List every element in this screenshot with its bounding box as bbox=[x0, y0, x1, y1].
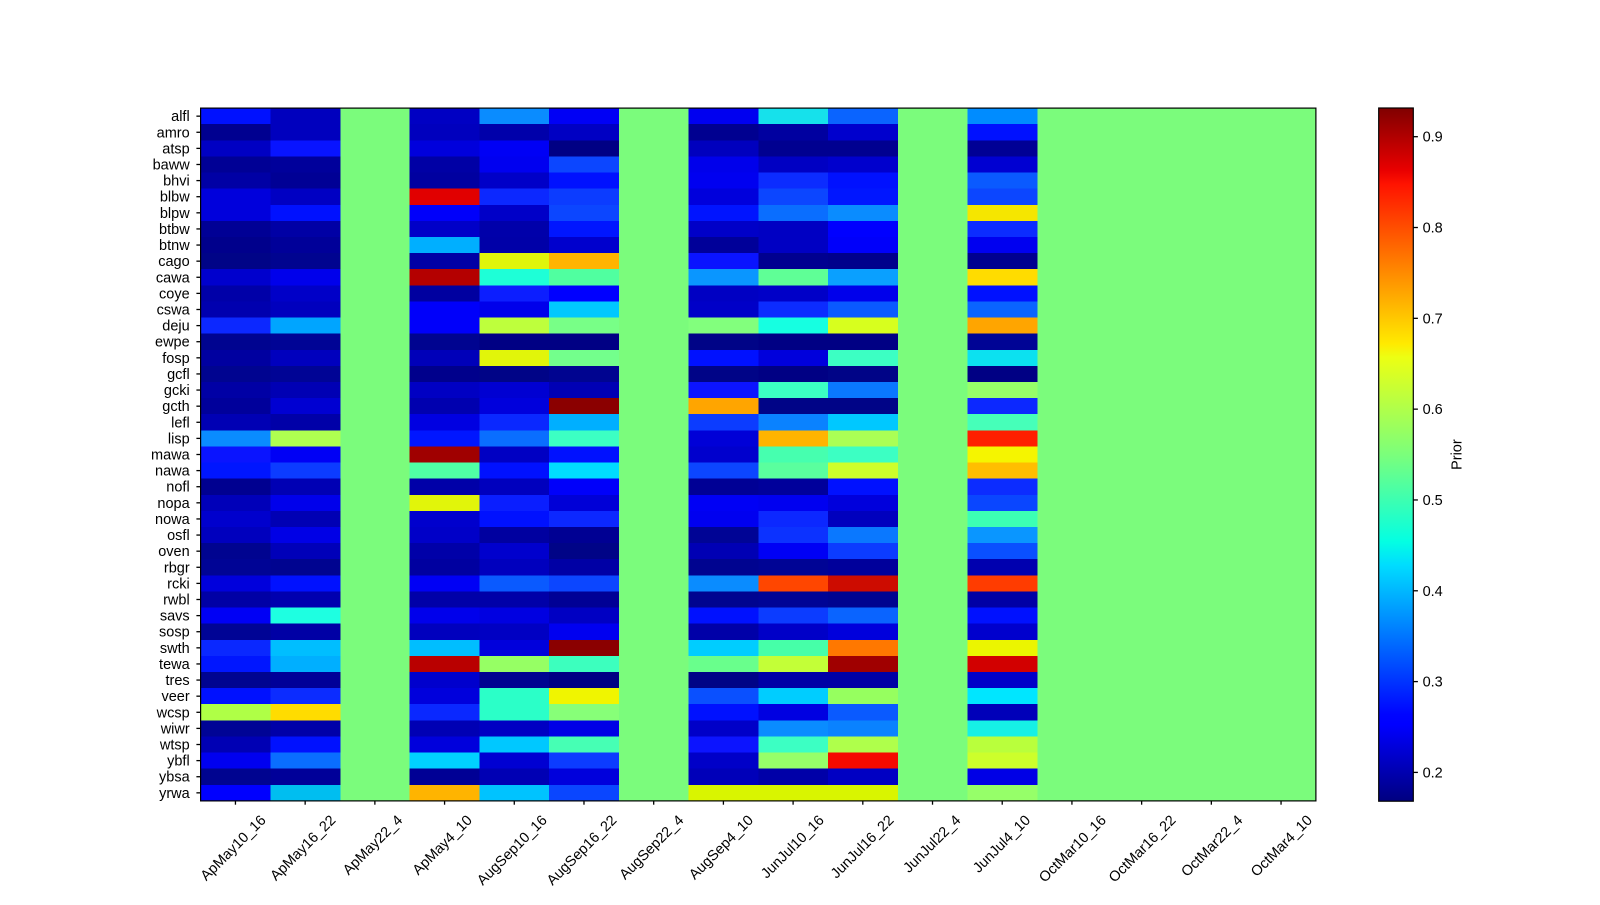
svg-text:deju: deju bbox=[162, 319, 189, 335]
svg-text:wtsp: wtsp bbox=[159, 738, 190, 754]
svg-text:nawa: nawa bbox=[155, 464, 191, 480]
svg-text:baww: baww bbox=[153, 157, 191, 173]
svg-text:Prior: Prior bbox=[1449, 439, 1465, 470]
svg-text:coye: coye bbox=[159, 286, 190, 302]
svg-text:osfl: osfl bbox=[167, 528, 190, 544]
svg-text:rwbl: rwbl bbox=[163, 593, 190, 609]
svg-text:blpw: blpw bbox=[160, 206, 190, 222]
svg-text:nowa: nowa bbox=[155, 512, 191, 528]
svg-text:rbgr: rbgr bbox=[164, 560, 190, 576]
svg-text:0.7: 0.7 bbox=[1423, 311, 1443, 327]
svg-text:wcsp: wcsp bbox=[156, 705, 190, 721]
svg-text:0.9: 0.9 bbox=[1423, 130, 1443, 146]
svg-text:0.2: 0.2 bbox=[1423, 765, 1443, 781]
svg-text:0.3: 0.3 bbox=[1423, 675, 1443, 691]
svg-text:rcki: rcki bbox=[167, 576, 190, 592]
svg-text:wiwr: wiwr bbox=[160, 721, 190, 737]
svg-text:oven: oven bbox=[158, 544, 189, 560]
svg-text:yrwa: yrwa bbox=[159, 786, 191, 802]
svg-text:sosp: sosp bbox=[159, 625, 190, 641]
svg-text:veer: veer bbox=[161, 689, 189, 705]
svg-text:ybfl: ybfl bbox=[167, 754, 190, 770]
svg-text:nopa: nopa bbox=[157, 496, 190, 512]
svg-text:cswa: cswa bbox=[157, 303, 191, 319]
svg-text:bhvi: bhvi bbox=[163, 174, 190, 190]
svg-text:lefl: lefl bbox=[171, 415, 190, 431]
svg-text:blbw: blbw bbox=[160, 190, 190, 206]
svg-text:tres: tres bbox=[166, 673, 190, 689]
svg-text:0.5: 0.5 bbox=[1423, 493, 1443, 509]
svg-text:savs: savs bbox=[160, 609, 190, 625]
svg-text:0.4: 0.4 bbox=[1423, 584, 1443, 600]
svg-text:fosp: fosp bbox=[162, 351, 189, 367]
svg-text:mawa: mawa bbox=[151, 448, 191, 464]
svg-text:amro: amro bbox=[157, 125, 190, 141]
svg-text:atsp: atsp bbox=[162, 141, 189, 157]
svg-text:swth: swth bbox=[160, 641, 190, 657]
svg-text:alfl: alfl bbox=[171, 109, 190, 125]
svg-text:gcfl: gcfl bbox=[167, 367, 190, 383]
svg-text:gcth: gcth bbox=[162, 399, 189, 415]
svg-text:0.8: 0.8 bbox=[1423, 221, 1443, 237]
svg-text:0.6: 0.6 bbox=[1423, 402, 1443, 418]
svg-text:ewpe: ewpe bbox=[155, 335, 190, 351]
svg-text:btnw: btnw bbox=[159, 238, 190, 254]
svg-text:ybsa: ybsa bbox=[159, 770, 191, 786]
svg-text:tewa: tewa bbox=[159, 657, 191, 673]
svg-text:gcki: gcki bbox=[164, 383, 190, 399]
svg-text:cago: cago bbox=[158, 254, 189, 270]
svg-text:nofl: nofl bbox=[166, 480, 189, 496]
svg-text:btbw: btbw bbox=[159, 222, 190, 238]
svg-text:lisp: lisp bbox=[168, 431, 190, 447]
svg-text:cawa: cawa bbox=[156, 270, 191, 286]
